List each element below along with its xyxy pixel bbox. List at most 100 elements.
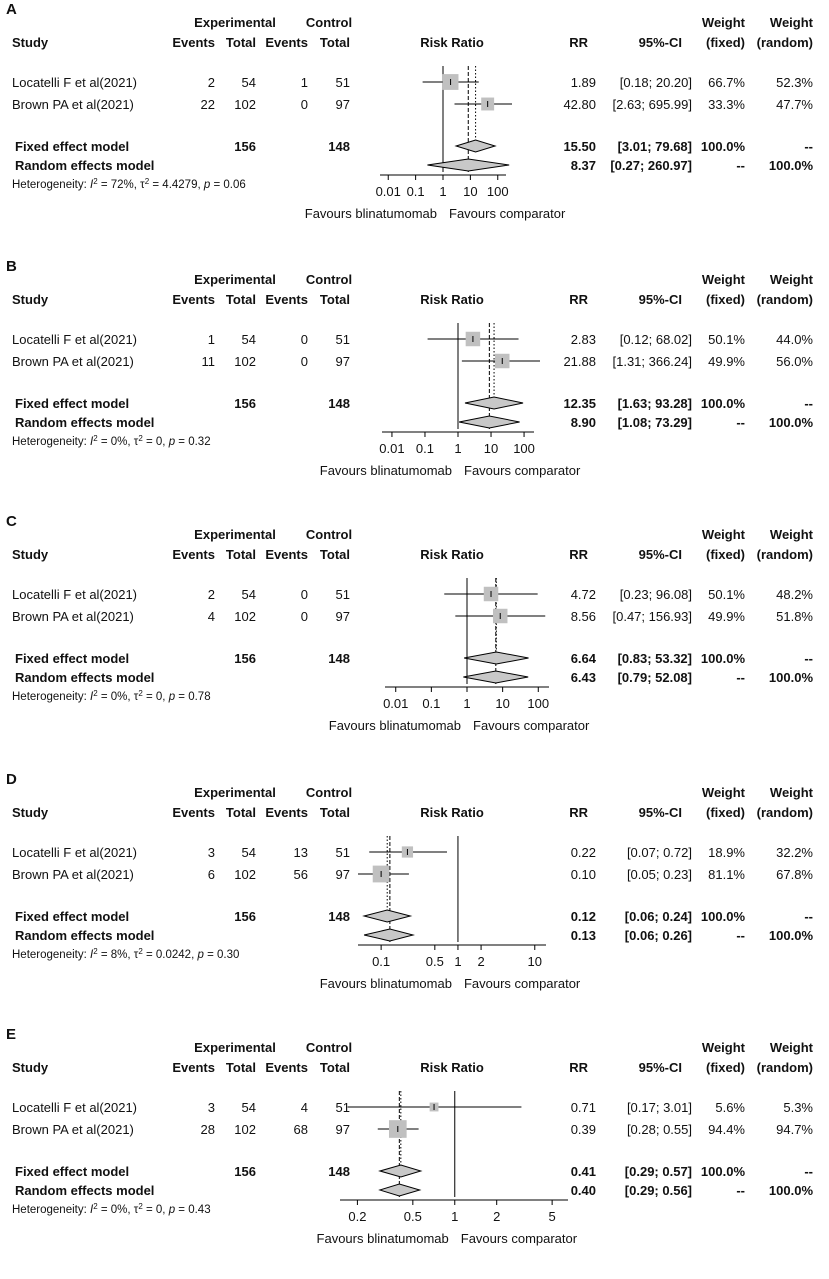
header-rr: RR (569, 805, 588, 820)
heterogeneity-part: 72% (111, 179, 134, 191)
study-weight-fixed: 94.4% (708, 1122, 745, 1137)
study-weight-random: 56.0% (776, 354, 813, 369)
heterogeneity-part: = (143, 949, 156, 961)
study-ci: [0.18; 20.20] (620, 75, 692, 90)
random-effects-rr: 6.43 (571, 670, 596, 685)
header-experimental: Experimental (194, 527, 276, 542)
random-effects-label: Random effects model (15, 670, 154, 685)
random-effects-label: Random effects model (15, 158, 154, 173)
fixed-effect-weight-random: -- (804, 909, 813, 924)
heterogeneity-part: 0.32 (188, 436, 210, 448)
header-exp-events: Events (172, 805, 215, 820)
heterogeneity-part: p (168, 1204, 176, 1216)
fixed-effect-ctrl-total: 148 (328, 1164, 350, 1179)
study-name: Brown PA et al(2021) (12, 867, 134, 882)
study-name: Locatelli F et al(2021) (12, 332, 137, 347)
random-effects-label: Random effects model (15, 928, 154, 943)
favours-right-label: Favours comparator (473, 718, 590, 733)
heterogeneity-part: 2 (138, 689, 143, 698)
heterogeneity-stats: Heterogeneity: I2 = 0%, τ2 = 0, p = 0.32 (12, 434, 211, 449)
header-ctrl-total: Total (320, 35, 350, 50)
random-effects-label: Random effects model (15, 1183, 154, 1198)
ctrl-total: 51 (336, 845, 350, 860)
favours-left-label: Favours blinatumomab (320, 976, 452, 991)
x-tick-label: 5 (549, 1209, 556, 1224)
header-fixed: (fixed) (706, 292, 745, 307)
heterogeneity-part: 0.06 (223, 179, 245, 191)
x-tick-label: 1 (454, 954, 461, 969)
ctrl-events: 0 (301, 97, 308, 112)
x-tick-label: 0.1 (372, 954, 390, 969)
fixed-effect-label: Fixed effect model (15, 139, 129, 154)
study-rr: 4.72 (571, 587, 596, 602)
heterogeneity-part: 0.78 (188, 691, 210, 703)
fixed-effect-weight-fixed: 100.0% (701, 139, 746, 154)
fixed-effect-label: Fixed effect model (15, 909, 129, 924)
favours-right-label: Favours comparator (461, 1231, 578, 1246)
heterogeneity-part: 0% (111, 1204, 128, 1216)
fixed-effect-ctrl-total: 148 (328, 139, 350, 154)
study-weight-fixed: 50.1% (708, 332, 745, 347)
header-risk-ratio: Risk Ratio (420, 805, 484, 820)
header-weight-random: Weight (770, 527, 814, 542)
heterogeneity-stats: Heterogeneity: I2 = 0%, τ2 = 0, p = 0.78 (12, 689, 211, 704)
favours-left-label: Favours blinatumomab (320, 463, 452, 478)
ctrl-events: 56 (294, 867, 308, 882)
header-risk-ratio: Risk Ratio (420, 1060, 484, 1075)
exp-total: 102 (234, 97, 256, 112)
heterogeneity-part: = (143, 1204, 156, 1216)
study-weight-fixed: 81.1% (708, 867, 745, 882)
forest-plot-svg: C Experimental Control Study Events Total Even… (6, 513, 814, 733)
heterogeneity-part: , τ (127, 436, 138, 448)
random-effects-ci: [1.08; 73.29] (618, 415, 692, 430)
header-ci: 95%-CI (639, 805, 682, 820)
exp-total: 102 (234, 609, 256, 624)
exp-events: 2 (208, 75, 215, 90)
x-tick-label: 2 (477, 954, 484, 969)
exp-total: 54 (242, 587, 256, 602)
header-control: Control (306, 527, 352, 542)
x-tick-label: 1 (451, 1209, 458, 1224)
exp-events: 1 (208, 332, 215, 347)
random-effects-ci: [0.27; 260.97] (610, 158, 692, 173)
heterogeneity-part: p (168, 691, 176, 703)
study-weight-random: 5.3% (783, 1100, 813, 1115)
x-tick-label: 0.01 (383, 696, 408, 711)
ctrl-events: 0 (301, 332, 308, 347)
study-rr: 2.83 (571, 332, 596, 347)
heterogeneity-part: = (98, 179, 111, 191)
header-exp-events: Events (172, 292, 215, 307)
header-experimental: Experimental (194, 272, 276, 287)
header-study: Study (12, 292, 49, 307)
study-rr: 0.39 (571, 1122, 596, 1137)
ctrl-total: 51 (336, 332, 350, 347)
x-tick-label: 0.5 (404, 1209, 422, 1224)
x-tick-label: 100 (487, 184, 509, 199)
x-tick-label: 0.1 (407, 184, 425, 199)
ctrl-total: 51 (336, 587, 350, 602)
heterogeneity-part: , (162, 436, 168, 448)
fixed-effect-exp-total: 156 (234, 396, 256, 411)
header-exp-total: Total (226, 1060, 256, 1075)
header-rr: RR (569, 35, 588, 50)
study-weight-random: 47.7% (776, 97, 813, 112)
header-exp-total: Total (226, 547, 256, 562)
ctrl-total: 97 (336, 867, 350, 882)
header-weight-fixed: Weight (702, 1040, 746, 1055)
random-effects-weight-random: 100.0% (769, 670, 814, 685)
heterogeneity-part: 0% (111, 691, 128, 703)
header-fixed: (fixed) (706, 35, 745, 50)
heterogeneity-part: 2 (138, 947, 143, 956)
ctrl-total: 97 (336, 97, 350, 112)
heterogeneity-part: 0 (156, 1204, 162, 1216)
study-weight-fixed: 18.9% (708, 845, 745, 860)
exp-events: 11 (202, 354, 216, 369)
study-ci: [0.07; 0.72] (627, 845, 692, 860)
x-tick-label: 10 (484, 441, 498, 456)
x-tick-label: 0.01 (379, 441, 404, 456)
header-weight-random: Weight (770, 15, 814, 30)
header-ctrl-events: Events (265, 35, 308, 50)
random-effects-weight-fixed: -- (736, 670, 745, 685)
header-study: Study (12, 35, 49, 50)
study-weight-random: 32.2% (776, 845, 813, 860)
